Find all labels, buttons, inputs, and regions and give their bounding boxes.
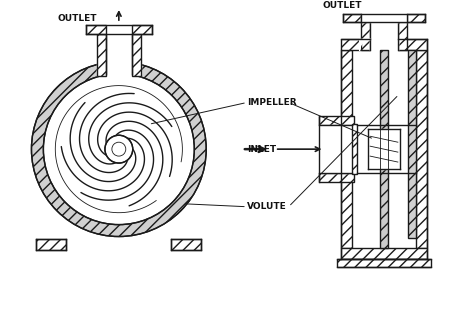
Polygon shape [368, 129, 400, 169]
Bar [319, 173, 354, 182]
Polygon shape [97, 70, 106, 76]
Bar [407, 14, 425, 22]
Bar [341, 50, 352, 122]
Polygon shape [172, 225, 201, 239]
Bar [398, 39, 427, 50]
Polygon shape [408, 50, 416, 248]
Bar [398, 22, 407, 50]
Bar [343, 14, 361, 22]
Text: OUTLET: OUTLET [323, 1, 362, 10]
Circle shape [31, 62, 206, 237]
Circle shape [44, 74, 194, 225]
Bar [97, 34, 106, 76]
Bar [337, 259, 430, 267]
Text: INLET: INLET [247, 145, 276, 154]
Bar [86, 25, 106, 34]
Bar [172, 239, 201, 250]
Bar [408, 50, 416, 238]
Text: IMPELLER: IMPELLER [247, 98, 297, 107]
Polygon shape [106, 34, 132, 79]
Bar [132, 25, 152, 34]
Polygon shape [352, 50, 416, 248]
Bar [341, 39, 370, 50]
Polygon shape [370, 22, 398, 50]
Polygon shape [132, 70, 141, 76]
Polygon shape [97, 60, 141, 74]
Circle shape [112, 142, 126, 156]
Bar [416, 50, 427, 248]
Bar [341, 248, 427, 259]
Bar [352, 124, 357, 174]
Bar [319, 116, 354, 125]
Polygon shape [36, 225, 66, 239]
Polygon shape [319, 125, 352, 173]
Text: OUTLET: OUTLET [57, 14, 97, 23]
Bar [36, 239, 66, 250]
Text: VOLUTE: VOLUTE [247, 202, 287, 211]
Bar [380, 50, 388, 248]
Bar [361, 22, 370, 50]
Polygon shape [370, 39, 398, 50]
Bar [132, 34, 141, 76]
Polygon shape [361, 14, 407, 22]
Bar [341, 176, 352, 248]
Circle shape [105, 135, 133, 163]
